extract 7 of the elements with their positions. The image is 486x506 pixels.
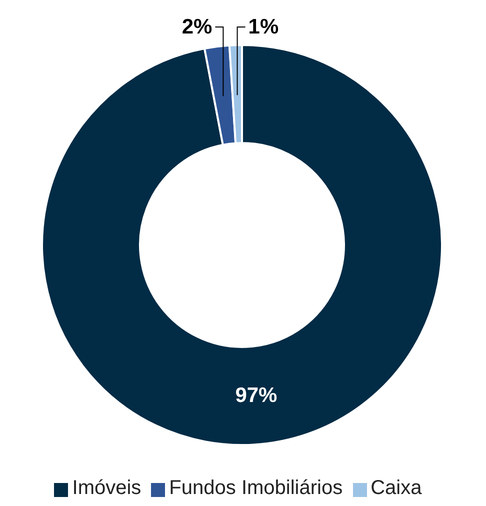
data-label: 1% [248, 16, 279, 38]
data-label: 97% [235, 384, 278, 407]
legend-label: Caixa [370, 477, 422, 499]
donut-slice [41, 44, 443, 446]
legend-label: Fundos Imobiliários [169, 477, 343, 499]
data-label: 2% [182, 16, 213, 38]
legend-label: Imóveis [72, 477, 142, 499]
